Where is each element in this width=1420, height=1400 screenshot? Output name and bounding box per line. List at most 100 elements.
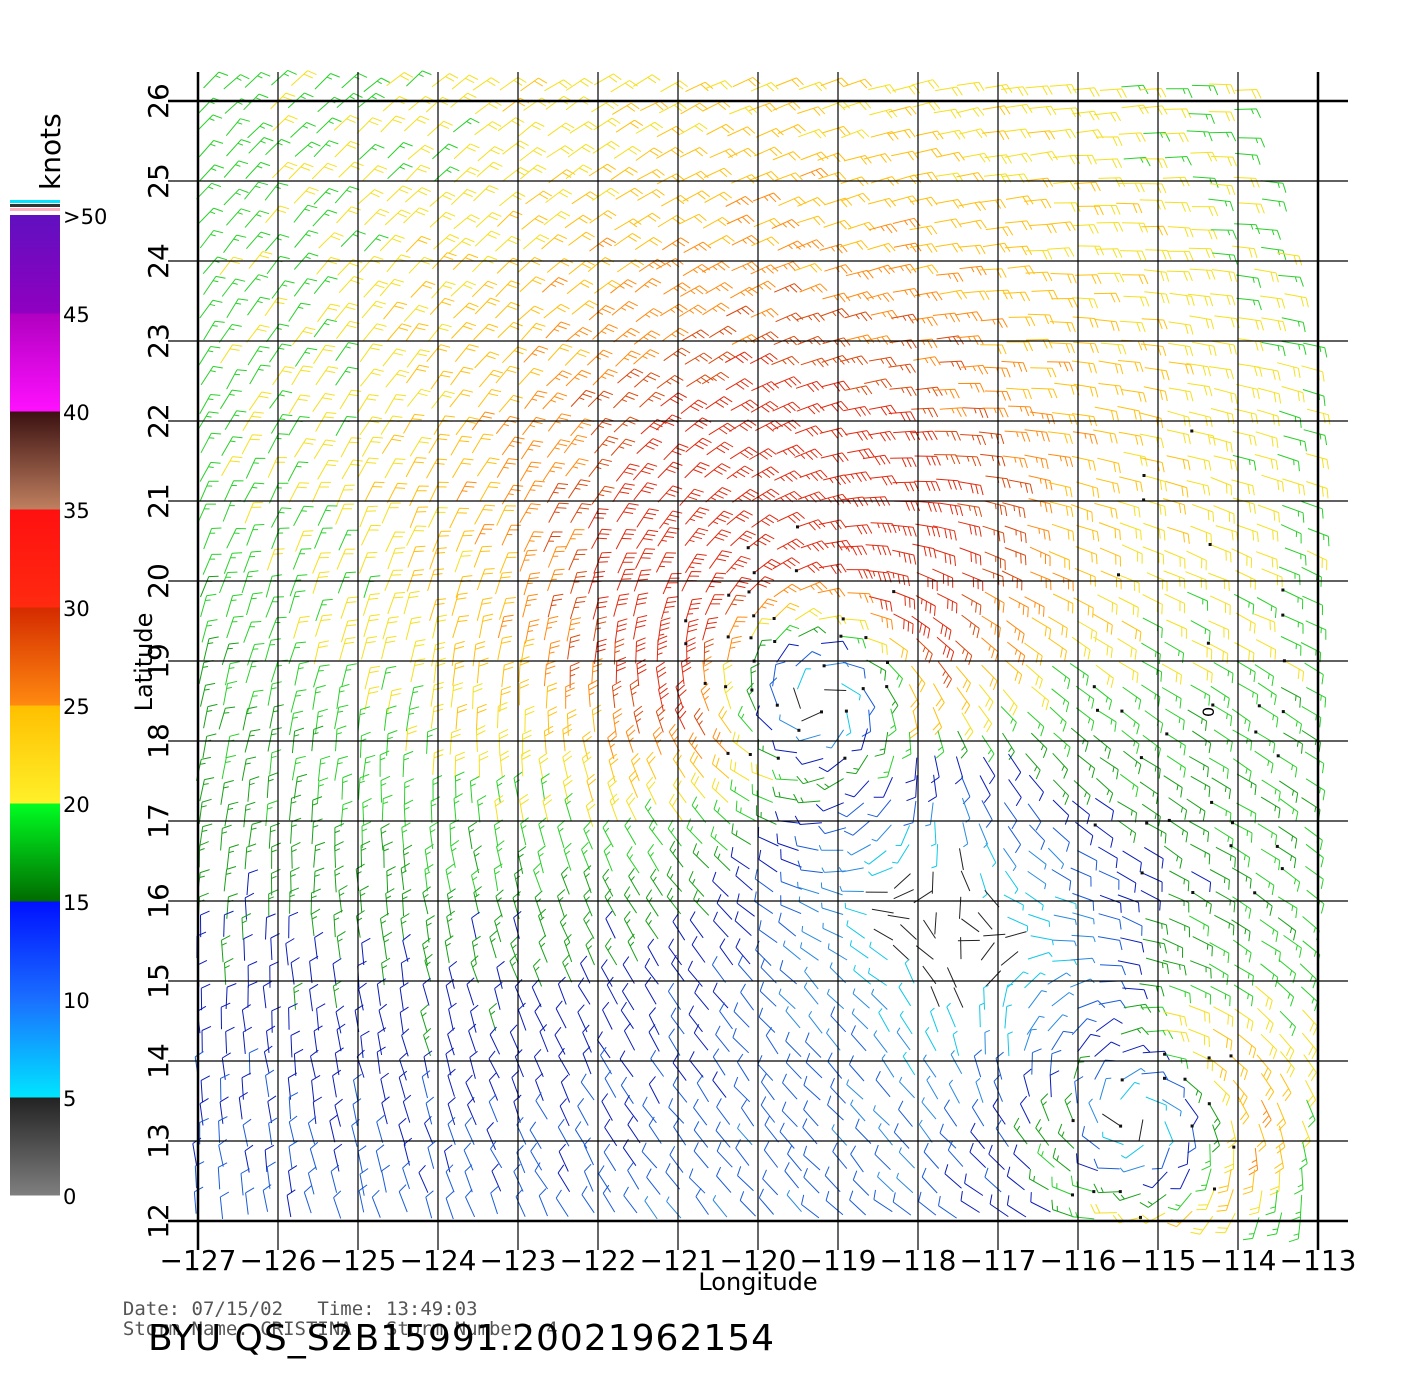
wind-barb [1167, 226, 1194, 238]
wind-barb [240, 1168, 250, 1196]
wind-barb [889, 637, 908, 661]
wind-barb [773, 602, 800, 619]
wind-barb [1052, 827, 1070, 852]
wind-barb [335, 416, 357, 436]
wind-barb [290, 70, 317, 86]
wind-barb [1269, 1169, 1281, 1196]
wind-barb [627, 1116, 641, 1144]
wind-barb [661, 327, 689, 342]
wind-barb [979, 268, 1007, 279]
wind-barb [488, 1002, 498, 1031]
wind-barb [1088, 1098, 1099, 1124]
wind-barb [203, 703, 218, 729]
wind-barb [592, 596, 609, 620]
wind-barb [541, 277, 568, 293]
wind-barb [911, 615, 931, 639]
wind-barb [728, 147, 756, 159]
wind-barb [499, 552, 519, 574]
wind-barb [247, 346, 270, 366]
wind-barb [246, 869, 259, 896]
wind-barb [1077, 1033, 1101, 1053]
wind-barb [844, 471, 872, 482]
wind-barb [895, 825, 911, 846]
wind-barb [1169, 819, 1189, 843]
wind-barb [1167, 1192, 1192, 1211]
wind-barb [921, 1097, 937, 1120]
wind-barb [547, 640, 561, 666]
wind-barb [672, 750, 686, 778]
wind-barb [361, 524, 381, 546]
wind-barb [375, 1144, 385, 1173]
wind-barb [979, 1002, 985, 1028]
rain-flag [843, 756, 847, 760]
wind-barb [427, 323, 452, 342]
wind-barb [702, 617, 719, 641]
rain-flag [1119, 1124, 1123, 1128]
wind-barb [1212, 269, 1238, 283]
wind-barb [1187, 1125, 1197, 1154]
wind-barb [878, 1123, 893, 1146]
wind-barb [780, 895, 802, 915]
wind-barb [334, 841, 344, 868]
wind-barb [359, 416, 383, 436]
wind-barb [519, 503, 541, 524]
wind-barb [702, 261, 730, 273]
wind-barb [468, 1023, 477, 1052]
wind-barb [450, 188, 477, 206]
wind-barb [262, 1184, 272, 1212]
wind-barb [1213, 1080, 1231, 1106]
wind-barb [1166, 270, 1193, 282]
wind-barb [1208, 111, 1236, 122]
wind-barb [202, 256, 228, 275]
wind-barb [226, 139, 251, 157]
wind-barb [930, 1007, 939, 1033]
wind-barb [1230, 845, 1251, 868]
wind-barb [1187, 455, 1212, 471]
wind-barb [1099, 1077, 1112, 1100]
wind-barb [1145, 1096, 1167, 1111]
rain-flag [844, 709, 848, 713]
wind-barb [377, 1027, 387, 1055]
wind-barb [537, 845, 546, 874]
lon-tick-label: −123 [480, 1244, 557, 1277]
wind-barb [332, 1069, 342, 1098]
wind-barb [1299, 1141, 1308, 1170]
wind-barb [869, 356, 897, 367]
wind-barb [740, 983, 755, 1011]
wind-barb [1144, 367, 1170, 381]
wind-barb [868, 967, 887, 986]
lat-tick-label: 19 [142, 643, 175, 679]
wind-barb [488, 1050, 500, 1079]
wind-barb [824, 264, 853, 274]
wind-barb [1189, 915, 1210, 937]
wind-barb [295, 530, 314, 552]
wind-barb [700, 683, 711, 712]
wind-barb [602, 1184, 616, 1213]
rain-flag [703, 681, 707, 685]
wind-barb [946, 1002, 956, 1028]
wind-barb [892, 549, 917, 565]
wind-barb [1256, 409, 1280, 426]
wind-barb [1073, 341, 1099, 354]
wind-barb [338, 276, 364, 294]
wind-barb [844, 311, 873, 322]
wind-barb [1236, 802, 1257, 824]
wind-barb [241, 1004, 251, 1032]
wind-barb [1097, 709, 1117, 732]
wind-barb [583, 911, 595, 939]
wind-barb [1099, 547, 1121, 567]
wind-barb [307, 1116, 317, 1145]
wind-barb [956, 172, 985, 182]
wind-barb [330, 1164, 340, 1193]
wind-barb [985, 226, 1014, 237]
wind-barb [376, 1046, 386, 1074]
wind-barb [1215, 846, 1236, 868]
wind-barb [400, 862, 410, 891]
wind-barb [1093, 1158, 1120, 1170]
wind-barb [1256, 597, 1277, 618]
wind-barb [315, 614, 333, 637]
wind-barb [755, 805, 777, 825]
wind-barb [1030, 151, 1058, 161]
wind-barb [871, 908, 894, 914]
